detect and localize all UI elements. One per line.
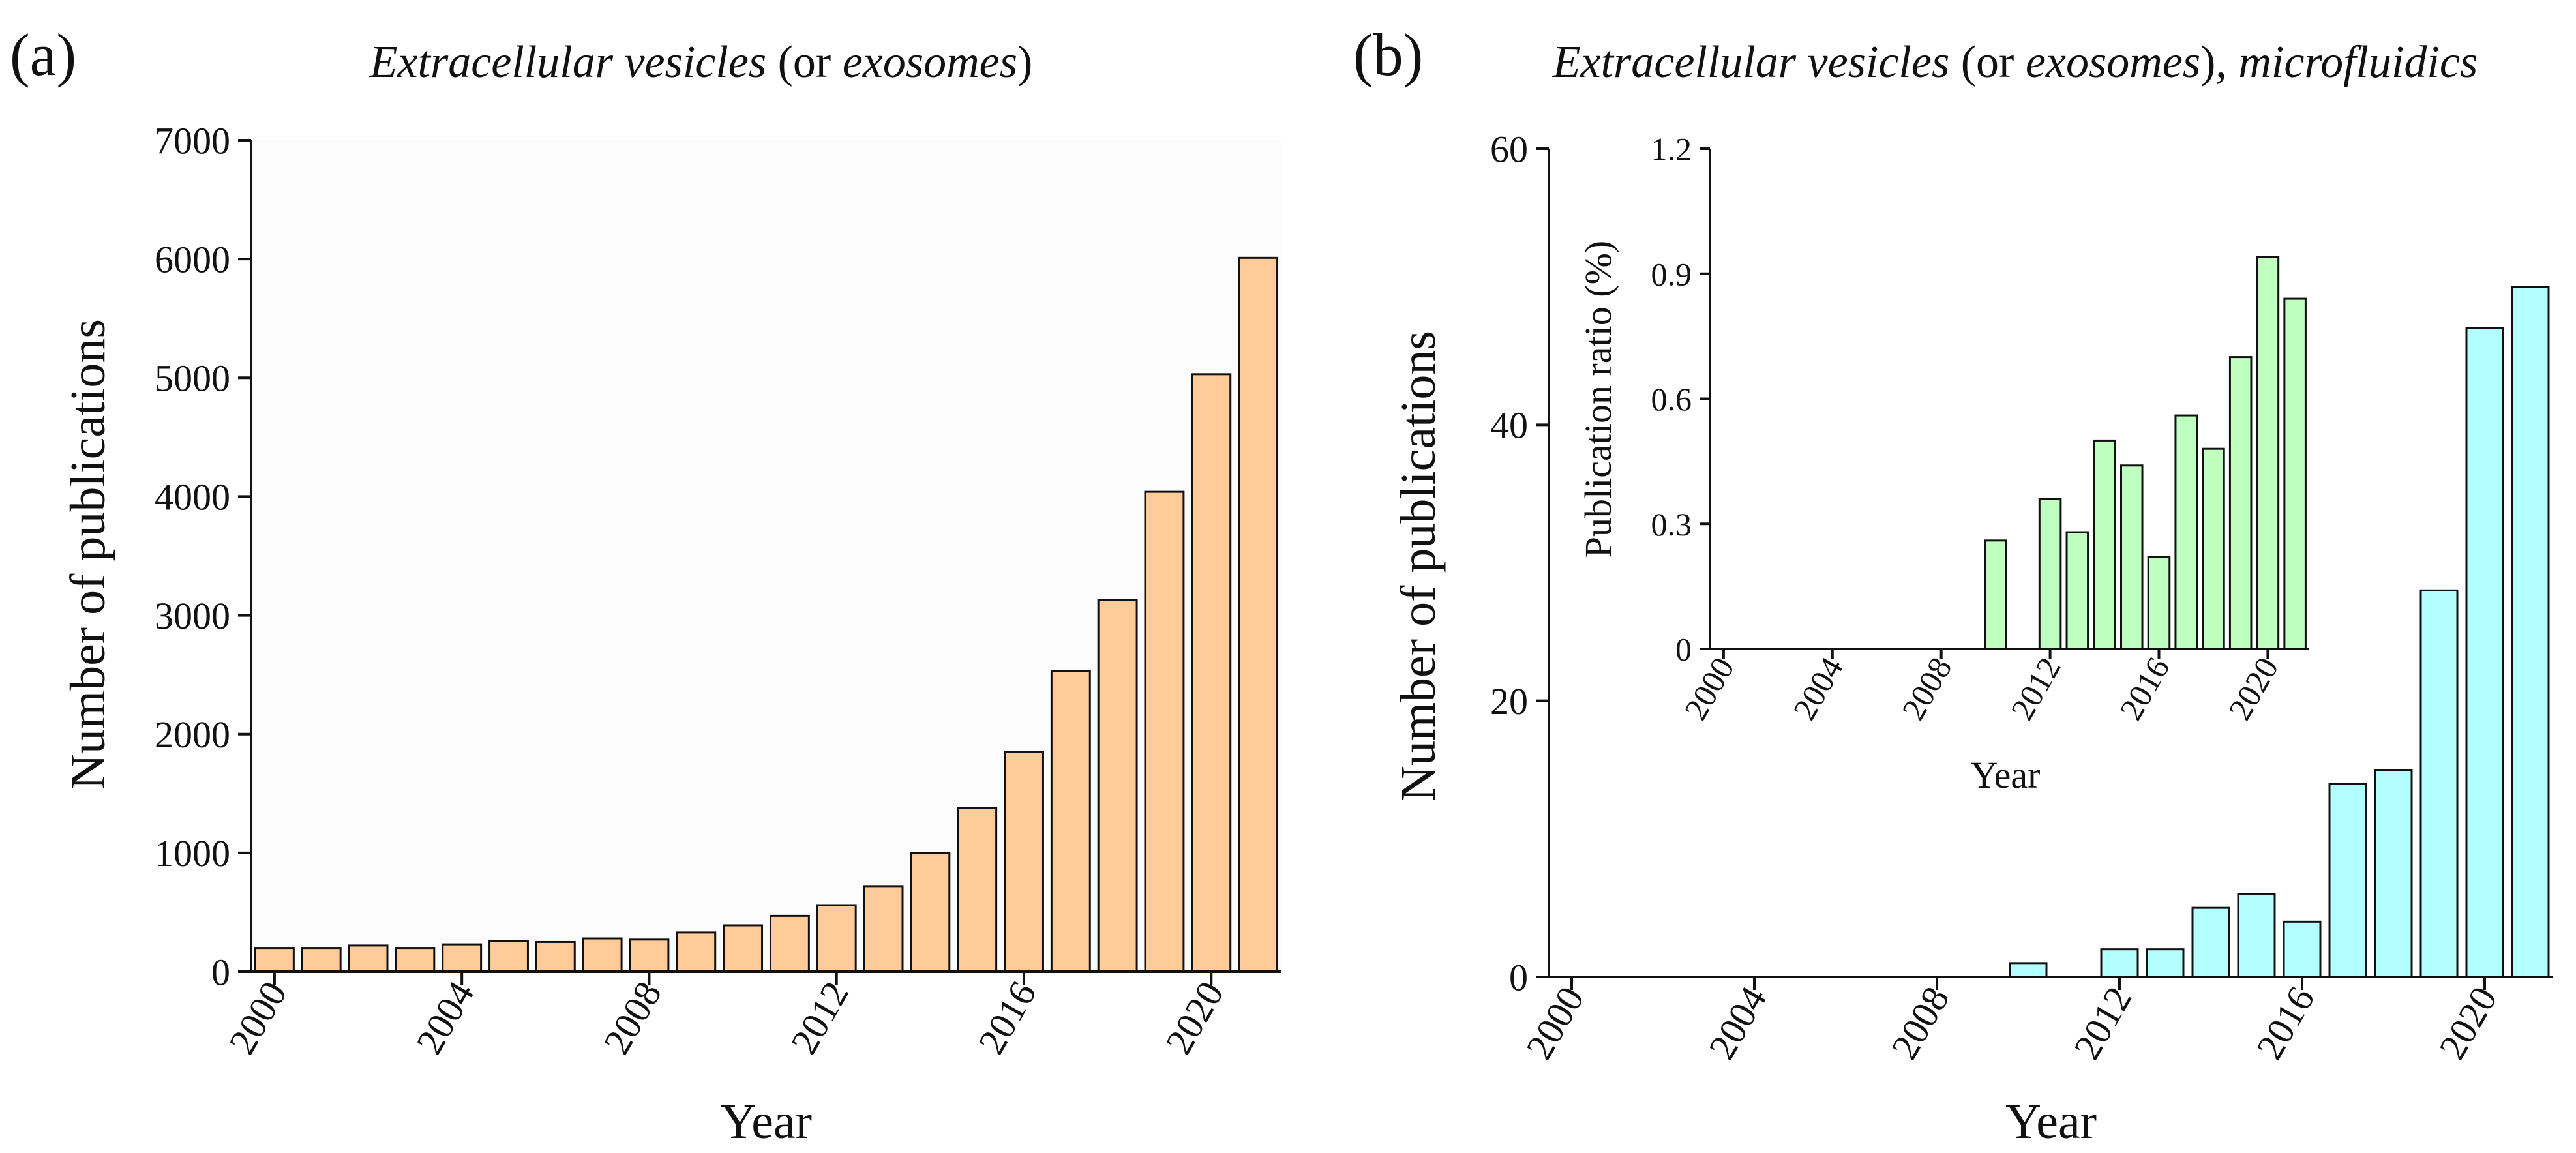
i-bar-2014: [2093, 439, 2116, 650]
i-bar-2010: [1984, 539, 2007, 650]
i-bar-2019: [2228, 356, 2253, 650]
i-y-tick-label: 0.3: [1651, 506, 1692, 543]
panel-a-bars: [254, 256, 1279, 973]
a-bar-2008: [629, 938, 670, 973]
a-bar-2018: [1097, 599, 1138, 973]
i-y-tick-label: 0.9: [1651, 256, 1692, 292]
panel-b-title: Extracellular vesicles (or exosomes), mi…: [1552, 37, 2478, 87]
i-bar-2020: [2256, 256, 2280, 650]
a-bar-2006: [535, 940, 576, 973]
a-bar-2009: [676, 931, 717, 973]
a-y-tick-label: 3000: [155, 595, 230, 637]
b-y-tick-label: 60: [1490, 128, 1528, 170]
i-y-tick-label: 0: [1675, 631, 1692, 668]
b-y-tick-label: 20: [1490, 680, 1528, 723]
a-y-tick-label: 1000: [155, 832, 230, 875]
i-bar-2015: [2119, 464, 2144, 650]
a-bar-2015: [957, 807, 998, 973]
i-bar-2018: [2202, 447, 2225, 650]
b-y-tick-label: 0: [1509, 956, 1528, 998]
panel-b-bars: [2009, 286, 2550, 978]
b-bar-2016: [2283, 920, 2322, 978]
a-bar-2005: [488, 940, 529, 973]
a-bar-2016: [1004, 751, 1044, 973]
a-bar-2017: [1050, 670, 1091, 973]
b-y-tick-label: 40: [1490, 404, 1528, 447]
a-bar-2019: [1144, 490, 1185, 973]
panel-b-x-axis-title: Year: [2005, 1094, 2097, 1149]
i-bar-2012: [2038, 498, 2062, 650]
inset-y-axis-title: Publication ratio (%): [1577, 241, 1619, 558]
a-bar-2013: [863, 885, 904, 973]
a-bar-2020: [1191, 373, 1232, 973]
a-bar-2004: [442, 943, 483, 973]
i-y-tick-label: 0.6: [1651, 381, 1692, 417]
b-bar-2012: [2100, 948, 2139, 978]
b-bar-2017: [2328, 783, 2367, 978]
a-bar-2012: [816, 904, 857, 973]
i-bar-2016: [2147, 556, 2171, 650]
b-bar-2015: [2237, 893, 2276, 978]
a-bar-2001: [301, 947, 342, 973]
a-bar-2010: [723, 924, 764, 973]
a-bar-2000: [254, 947, 295, 973]
a-bar-2007: [582, 937, 623, 973]
b-bar-2021: [2511, 286, 2550, 978]
a-y-tick-label: 2000: [155, 713, 230, 756]
panel-b-y-axis-title: Number of publications: [1391, 331, 1446, 801]
a-y-tick-label: 6000: [155, 238, 230, 280]
inset-x-axis-title: Year: [1971, 754, 2041, 796]
b-bar-2020: [2465, 327, 2504, 978]
a-bar-2014: [910, 852, 951, 973]
b-bar-2010: [2009, 962, 2048, 978]
i-bar-2021: [2283, 297, 2307, 650]
b-bar-2014: [2191, 906, 2230, 978]
a-y-tick-label: 7000: [155, 119, 230, 162]
panel-a-x-axis-title: Year: [721, 1094, 812, 1149]
i-bar-2017: [2174, 414, 2198, 650]
a-bar-2002: [348, 944, 389, 973]
b-bar-2019: [2419, 589, 2459, 978]
panel-a-y-axis-title: Number of publications: [61, 319, 115, 790]
panel-a-y-ticks: 0 1000 2000 3000 4000 5000 6000 7000: [155, 119, 251, 993]
b-bar-2018: [2374, 769, 2413, 978]
a-y-tick-label: 4000: [155, 476, 230, 518]
a-y-tick-label: 0: [211, 951, 230, 993]
panel-b-y-ticks: 0 20 40 60: [1490, 128, 1549, 998]
panel-a-title: Extracellular vesicles (or exosomes): [369, 37, 1033, 87]
panel-b-label: (b): [1353, 22, 1423, 88]
a-bar-2011: [769, 914, 810, 973]
a-y-tick-label: 5000: [155, 357, 230, 400]
a-bar-2021: [1238, 256, 1279, 973]
i-y-tick-label: 1.2: [1651, 131, 1692, 168]
inset-y-ticks: 0 0.3 0.6 0.9 1.2: [1651, 131, 1710, 668]
i-bar-2013: [2065, 531, 2089, 650]
a-bar-2003: [395, 947, 436, 973]
panel-b-inset: 00.30.60.91.2 2000 2004 2008 2012 2016 2020 P…: [1577, 131, 2309, 796]
b-bar-2013: [2146, 948, 2185, 978]
panel-a: (a) Extracellular vesicles (or exosomes)…: [10, 22, 1281, 1149]
inset-bars: [1984, 256, 2307, 650]
panel-a-label: (a): [10, 22, 76, 88]
